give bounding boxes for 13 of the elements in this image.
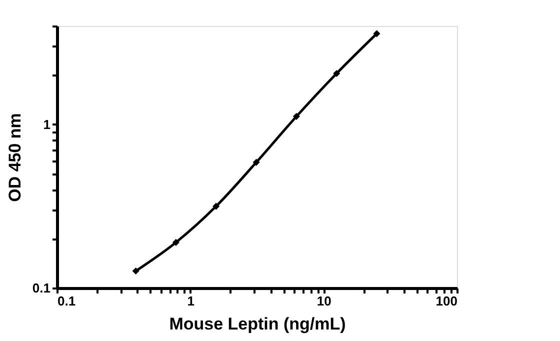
x-tick-label: 0.1 — [58, 294, 76, 308]
point — [132, 267, 140, 275]
x-tick-label: 10 — [316, 294, 332, 308]
x-axis-title: Mouse Leptin (ng/mL) — [169, 314, 346, 334]
x-tick-label: 1 — [187, 294, 194, 308]
point — [373, 30, 380, 38]
point — [172, 238, 180, 246]
point — [292, 112, 300, 120]
point — [333, 70, 340, 78]
x-tick-label: 100 — [436, 294, 458, 308]
point — [212, 202, 220, 210]
point — [252, 158, 260, 166]
y-axis-title: OD 450 nm — [5, 113, 24, 202]
